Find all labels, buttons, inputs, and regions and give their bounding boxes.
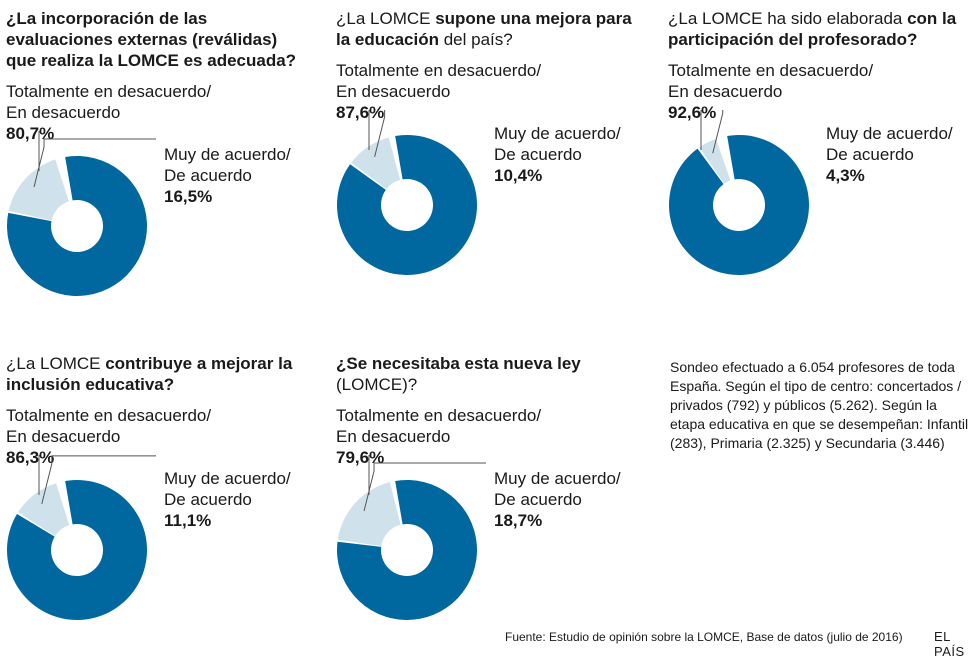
agree-slice xyxy=(337,482,401,547)
agree-slice xyxy=(8,159,69,221)
agree-value: 16,5% xyxy=(164,187,213,206)
chart-panel: ¿La LOMCE ha sido elaborada con la parti… xyxy=(668,0,978,320)
chart-panel: ¿La LOMCE supone una mejora para la educ… xyxy=(336,0,646,320)
disagree-slice xyxy=(669,135,809,275)
disagree-label: Totalmente en desacuerdo/En desacuerdo 87… xyxy=(336,61,542,122)
agree-label: Muy de acuerdo/De acuerdo 11,1% xyxy=(164,469,291,530)
agree-label: Muy de acuerdo/De acuerdo 10,4% xyxy=(494,124,621,185)
disagree-slice xyxy=(6,156,147,296)
donut-chart xyxy=(337,110,477,275)
agree-label: Muy de acuerdo/De acuerdo 18,7% xyxy=(494,469,621,530)
survey-note: Sondeo efectuado a 6.054 profesores de t… xyxy=(670,359,969,451)
agree-slice xyxy=(699,138,731,184)
agree-value: 11,1% xyxy=(164,511,212,530)
disagree-value: 80,7% xyxy=(6,124,55,143)
agree-slice xyxy=(18,483,70,536)
chart-title: ¿La incorporación de las evaluaciones ex… xyxy=(6,9,297,70)
disagree-value: 79,6% xyxy=(336,448,385,467)
chart-title: ¿Se necesitaba esta nueva ley (LOMCE)? xyxy=(336,354,581,394)
brand-logo: EL PAÍS xyxy=(934,629,965,659)
disagree-slice xyxy=(7,480,148,620)
agree-value: 4,3% xyxy=(826,166,865,185)
disagree-label: Totalmente en desacuerdo/En desacuerdo 92… xyxy=(668,61,874,122)
chart-panel: ¿La incorporación de las evaluaciones ex… xyxy=(6,0,316,320)
agree-value: 10,4% xyxy=(494,166,543,185)
donut-chart xyxy=(337,455,486,620)
donut-chart xyxy=(6,131,156,296)
agree-label: Muy de acuerdo/De acuerdo 4,3% xyxy=(826,124,953,185)
disagree-value: 86,3% xyxy=(6,448,55,467)
agree-slice xyxy=(351,137,401,190)
disagree-label: Totalmente en desacuerdo/En desacuerdo 80… xyxy=(6,82,212,143)
donut-chart xyxy=(7,455,156,620)
chart-title: ¿La LOMCE ha sido elaborada con la parti… xyxy=(668,9,957,49)
agree-label: Muy de acuerdo/De acuerdo 16,5% xyxy=(164,145,291,206)
agree-leader-line xyxy=(374,110,386,158)
source-note: Fuente: Estudio de opinión sobre la LOMC… xyxy=(505,630,903,644)
disagree-value: 92,6% xyxy=(668,103,717,122)
disagree-slice xyxy=(337,480,477,620)
agree-value: 18,7% xyxy=(494,511,543,530)
agree-leader-line xyxy=(41,455,156,505)
disagree-label: Totalmente en desacuerdo/En desacuerdo 79… xyxy=(336,406,542,467)
chart-title: ¿La LOMCE contribuye a mejorar la inclus… xyxy=(6,354,293,394)
disagree-label: Totalmente en desacuerdo/En desacuerdo 86… xyxy=(6,406,212,467)
chart-title: ¿La LOMCE supone una mejora para la educ… xyxy=(336,9,632,49)
chart-panel: ¿Se necesitaba esta nueva ley (LOMCE)? To… xyxy=(336,345,646,665)
disagree-value: 87,6% xyxy=(336,103,385,122)
chart-panel: ¿La LOMCE contribuye a mejorar la inclus… xyxy=(6,345,316,665)
donut-chart xyxy=(669,110,809,275)
disagree-slice xyxy=(337,135,477,275)
agree-leader-line xyxy=(712,110,724,154)
